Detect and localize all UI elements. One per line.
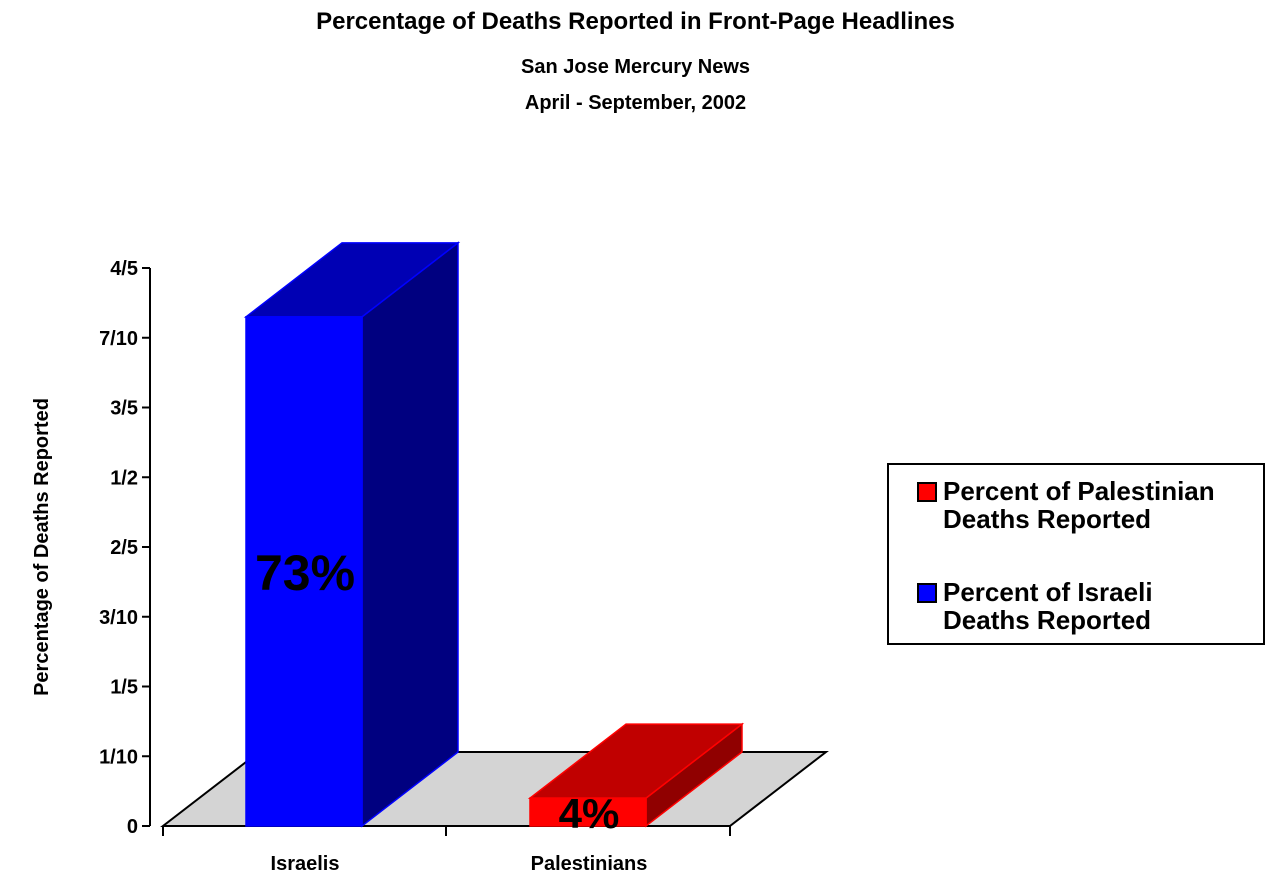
chart-subtitle: San Jose Mercury News <box>521 56 750 78</box>
chart-title: Percentage of Deaths Reported in Front-P… <box>316 8 955 35</box>
x-tick-label: Israelis <box>271 853 340 875</box>
y-tick-label: 2/5 <box>110 537 138 559</box>
y-tick-label: 4/5 <box>110 258 138 280</box>
y-tick-label: 1/2 <box>110 467 138 489</box>
x-tick-label: Palestinians <box>531 853 648 875</box>
bar-israelis <box>245 316 363 827</box>
y-tick-label: 0 <box>127 816 138 838</box>
bar-palestinians <box>529 797 647 827</box>
bar-israelis-data-label: 73% <box>255 545 355 601</box>
legend-item-palestinian: Percent of Palestinian Deaths Reported <box>917 477 1243 533</box>
bar-israelis-side <box>361 241 459 828</box>
legend-swatch-israeli <box>917 583 937 603</box>
legend-label-israeli: Percent of Israeli Deaths Reported <box>943 577 1153 635</box>
legend-label-palestinian: Percent of Palestinian Deaths Reported <box>943 476 1215 534</box>
y-axis-title: Percentage of Deaths Reported <box>31 398 53 696</box>
y-tick-label: 1/5 <box>110 677 138 699</box>
chart-date-range: April - September, 2002 <box>524 92 747 114</box>
legend: Percent of Palestinian Deaths Reported P… <box>887 463 1265 645</box>
bar-palestinians-data-label: 4% <box>559 790 620 837</box>
legend-swatch-palestinian <box>917 482 937 502</box>
y-tick-label: 3/10 <box>99 607 138 629</box>
y-tick-label: 7/10 <box>99 328 138 350</box>
legend-item-israeli: Percent of Israeli Deaths Reported <box>917 578 1243 634</box>
y-tick-label: 1/10 <box>99 746 138 768</box>
y-tick-label: 3/5 <box>110 398 138 420</box>
